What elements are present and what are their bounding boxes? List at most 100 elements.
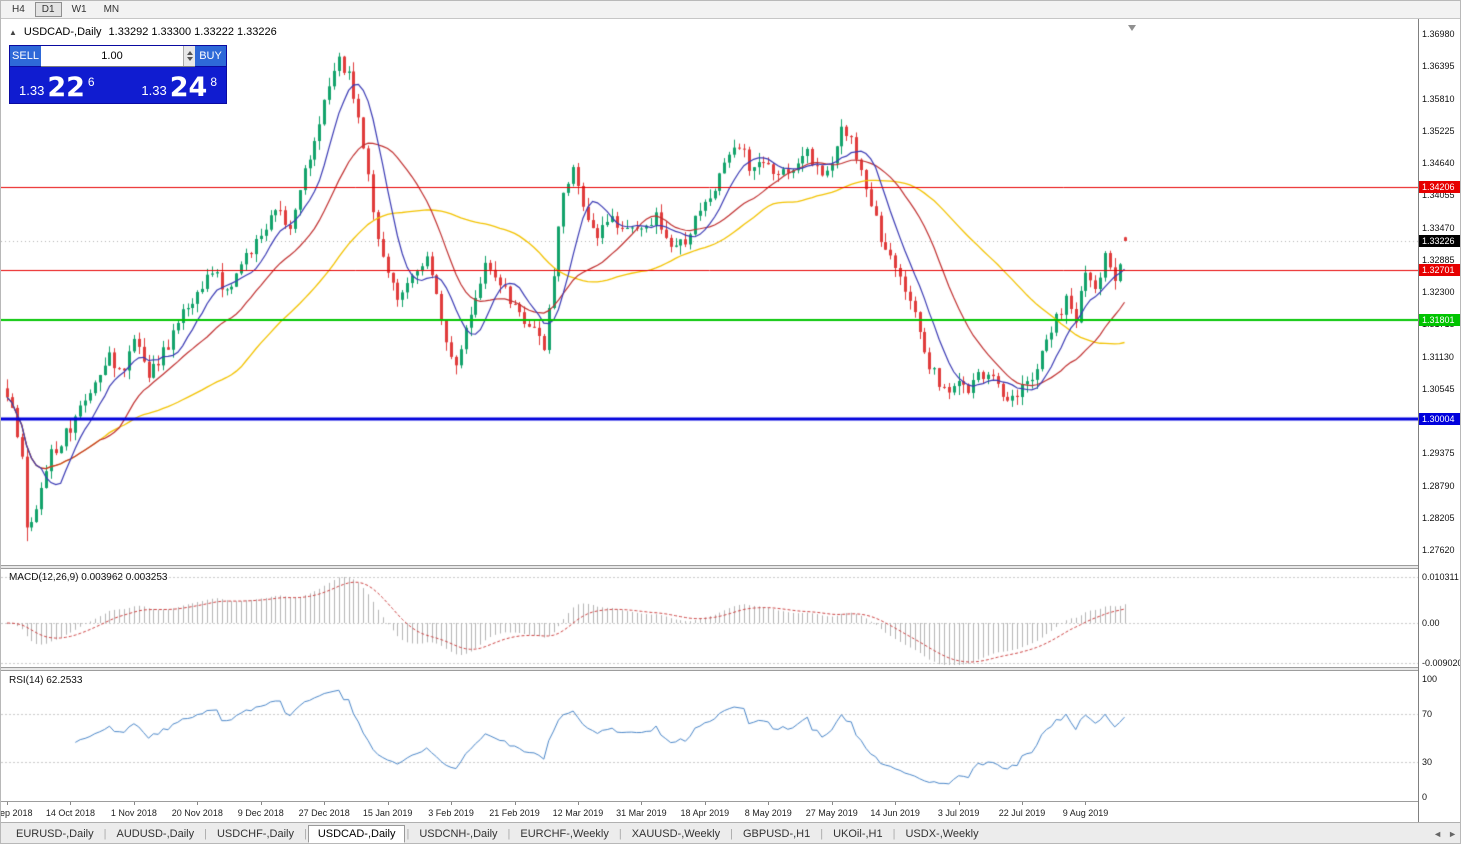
price-chart-canvas[interactable]: [1, 19, 1418, 565]
date-tick: [958, 802, 960, 805]
tab-separator: |: [507, 828, 511, 840]
panel-separator[interactable]: [1, 667, 1418, 671]
rsi-axis-label: 100: [1422, 674, 1438, 684]
panel-separator[interactable]: [1, 565, 1418, 569]
sell-button[interactable]: SELL: [10, 46, 41, 67]
level-price-tag: 1.34206: [1419, 180, 1460, 193]
timeframe-button-d1[interactable]: D1: [34, 2, 62, 17]
macd-axis-label: 0.00: [1422, 618, 1440, 628]
date-label: 1 Nov 2018: [110, 808, 157, 818]
spinner-down-icon[interactable]: [186, 57, 193, 61]
spinner-up-icon[interactable]: [186, 51, 193, 55]
chart-tab-usdcad-daily[interactable]: USDCAD-,Daily: [307, 825, 406, 843]
tab-separator: |: [204, 828, 207, 840]
rsi-indicator-canvas[interactable]: [1, 671, 1418, 801]
chart-area: 25 Sep 2018 14 Oct 2018 1 Nov 2018 20 Nov 2…: [1, 19, 1461, 822]
buy-price-prefix: 1.33: [141, 83, 167, 98]
buy-price-big: 24: [169, 72, 208, 103]
chart-tab-eurusd-daily[interactable]: EURUSD-,Daily: [16, 828, 94, 840]
date-label: 20 Nov 2018: [171, 808, 223, 818]
price-axis-label: 1.31130: [1422, 351, 1454, 362]
tab-scroll-left-icon[interactable]: ◄: [1433, 829, 1443, 839]
price-axis-label: 1.35810: [1422, 93, 1455, 104]
timeframe-button-w1[interactable]: W1: [71, 4, 87, 15]
chart-tab-usdx-weekly[interactable]: USDX-,Weekly: [905, 828, 979, 840]
chart-title: ▲ USDCAD-,Daily 1.33292 1.33300 1.33222 …: [9, 26, 277, 38]
chart-ohlc-values: 1.33292 1.33300 1.33222 1.33226: [108, 26, 277, 38]
one-click-trading-panel: SELL BUY 1.33 22 6 1.33: [9, 45, 227, 104]
chart-tab-ukoil-h1[interactable]: UKOil-,H1: [833, 828, 883, 840]
timeframe-toolbar: H4 D1 W1 MN: [1, 1, 1460, 19]
date-label: 12 Mar 2019: [552, 808, 604, 818]
rsi-axis-label: 30: [1422, 756, 1433, 767]
price-axis[interactable]: 1.36980 1.36395 1.35810 1.35225 1.34640 1.340…: [1418, 19, 1461, 822]
chart-tab-bar: EURUSD-,Daily | AUDUSD-,Daily | USDCHF-,Dail…: [1, 822, 1460, 843]
tab-separator: |: [303, 828, 307, 840]
tab-separator: |: [103, 828, 107, 840]
tab-separator: |: [892, 828, 896, 840]
date-tick: [387, 802, 389, 805]
chart-tabs: EURUSD-,Daily | AUDUSD-,Daily | USDCHF-,Dail…: [1, 823, 988, 843]
lot-size-field[interactable]: [41, 46, 195, 67]
oneclick-prices-row: 1.33 22 6 1.33 24 8: [10, 67, 226, 103]
macd-indicator-canvas[interactable]: [1, 569, 1418, 667]
oneclick-collapse-icon[interactable]: ▲: [9, 27, 17, 37]
date-label: 18 Apr 2019: [680, 808, 730, 818]
date-label: 22 Jul 2019: [998, 808, 1046, 818]
date-label: 14 Jun 2019: [870, 808, 920, 818]
current-price-tag: 1.33226: [1419, 234, 1460, 247]
chart-tab-usdcnh-daily[interactable]: USDCNH-,Daily: [419, 828, 498, 840]
tab-scroll-right-icon[interactable]: ►: [1448, 829, 1457, 839]
date-tick: [7, 802, 8, 805]
timeframe-button-h4[interactable]: H4: [12, 4, 25, 15]
chart-tab-gbpusd-h1[interactable]: GBPUSD-,H1: [742, 828, 811, 840]
buy-price[interactable]: 1.33 24 8: [141, 72, 217, 103]
date-label: 9 Aug 2019: [1062, 808, 1109, 818]
macd-indicator-label: MACD(12,26,9) 0.003962 0.003253: [9, 572, 168, 583]
sell-price-sup: 6: [87, 75, 95, 89]
price-axis-label: 1.30545: [1422, 383, 1455, 394]
date-tick: [641, 802, 643, 805]
time-axis[interactable]: 25 Sep 2018 14 Oct 2018 1 Nov 2018 20 Nov 2…: [1, 801, 1418, 822]
buy-price-sup: 8: [210, 75, 217, 89]
date-tick: [895, 802, 897, 805]
date-tick: [768, 802, 770, 805]
tab-separator: |: [618, 828, 622, 840]
chart-tab-audusd-daily[interactable]: AUDUSD-,Daily: [116, 828, 195, 840]
date-tick: [324, 802, 326, 805]
date-label: 27 May 2019: [805, 808, 858, 818]
date-label: 8 May 2019: [744, 808, 792, 818]
date-tick: [70, 802, 72, 805]
date-label: 3 Jul 2019: [937, 808, 980, 818]
lot-spinner[interactable]: [183, 46, 195, 66]
timeframe-button-mn[interactable]: MN: [103, 4, 120, 15]
chart-shift-marker[interactable]: [1128, 25, 1136, 31]
date-tick: [451, 802, 453, 805]
sell-price-big: 22: [47, 72, 85, 103]
level-price-tag: 1.30004: [1419, 412, 1460, 425]
rsi-indicator-label: RSI(14) 62.2533: [9, 675, 83, 686]
macd-axis-label: -0.009020: [1422, 658, 1461, 669]
date-tick: [197, 802, 199, 805]
chart-tab-eurchf-weekly[interactable]: EURCHF-,Weekly: [520, 828, 609, 840]
date-tick: [577, 802, 579, 805]
date-label: 21 Feb 2019: [489, 808, 540, 818]
lot-size-input[interactable]: [41, 46, 183, 66]
date-tick: [831, 802, 833, 805]
date-tick: [514, 802, 516, 805]
price-axis-label: 1.36395: [1422, 61, 1455, 72]
price-axis-label: 1.34640: [1422, 158, 1455, 168]
sell-price-prefix: 1.33: [19, 83, 45, 98]
buy-button[interactable]: BUY: [195, 46, 226, 67]
sell-price[interactable]: 1.33 22 6: [19, 72, 95, 103]
chart-tab-xauusd-weekly[interactable]: XAUUSD-,Weekly: [631, 828, 721, 840]
date-label: 14 Oct 2018: [45, 808, 95, 818]
date-tick: [1085, 802, 1087, 805]
rsi-axis-label: 70: [1422, 709, 1433, 720]
rsi-axis-label: 0: [1422, 792, 1428, 802]
price-axis-label: 1.34055: [1422, 190, 1455, 201]
price-axis-label: 1.29375: [1422, 448, 1455, 459]
level-price-tag: 1.32701: [1419, 263, 1460, 276]
chart-tab-usdchf-daily[interactable]: USDCHF-,Daily: [216, 828, 294, 840]
date-label: 25 Sep 2018: [0, 808, 33, 818]
